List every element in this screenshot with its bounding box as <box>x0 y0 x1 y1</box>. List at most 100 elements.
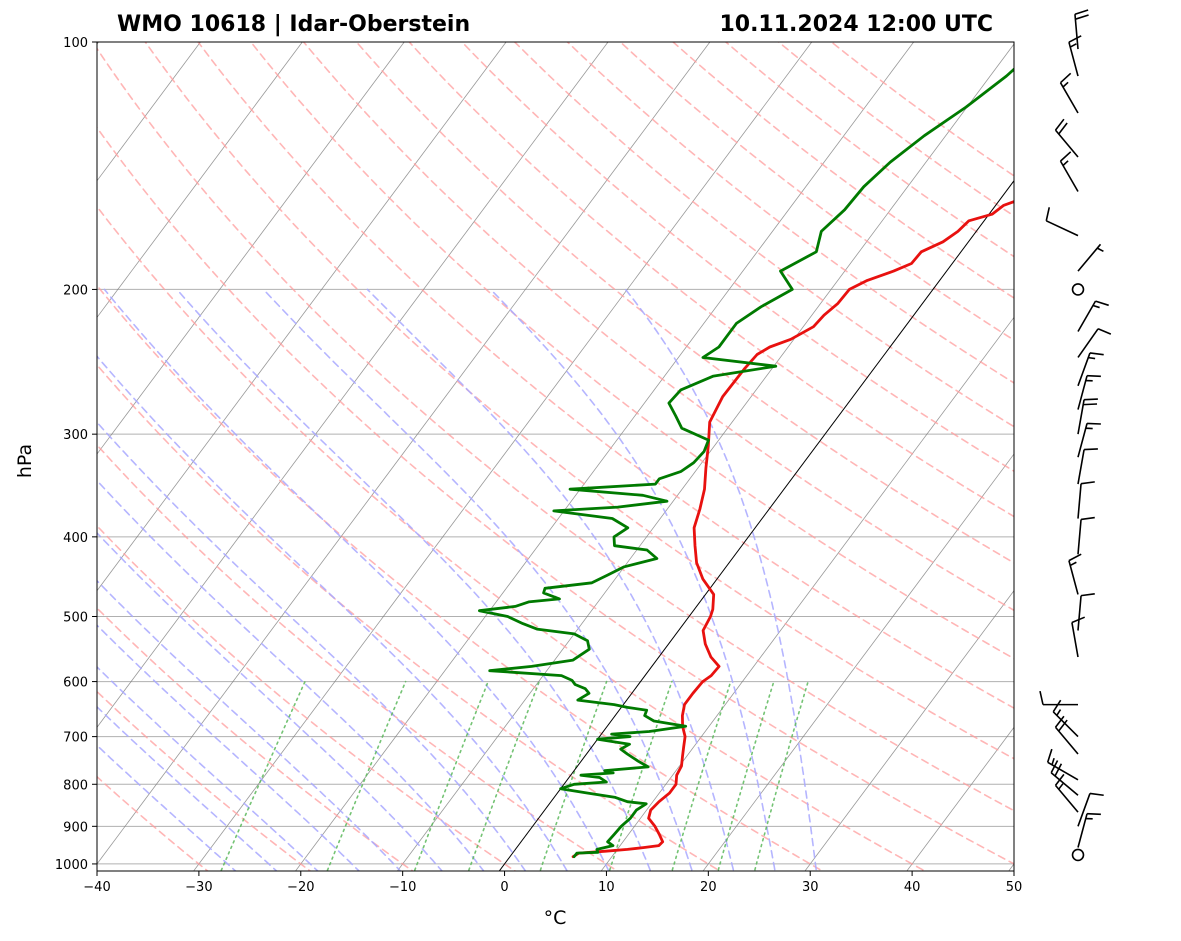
wind-barb-flag <box>1087 812 1101 816</box>
wind-barb-shaft <box>1068 560 1079 595</box>
isotherm-line <box>295 42 914 871</box>
wind-barb <box>1059 72 1079 114</box>
wind-barb-flag <box>1089 792 1104 797</box>
moist-adiabat-line <box>97 705 278 871</box>
y-axis-label: hPa <box>14 444 36 478</box>
wind-barb-flag <box>1054 763 1063 777</box>
wind-barb-shaft <box>1059 82 1079 114</box>
wind-barb-shaft <box>1071 622 1079 658</box>
wind-barb-shaft <box>1077 595 1082 631</box>
wind-barb-flag <box>1046 748 1053 763</box>
moist-adiabat-line <box>366 288 735 871</box>
dry-adiabat-line <box>197 42 1014 710</box>
wind-barb-shaft <box>1077 519 1082 555</box>
wind-barb-halfflag <box>1092 304 1100 309</box>
wind-barb-halfflag <box>1069 43 1077 48</box>
wind-barb-shaft <box>1077 423 1088 458</box>
x-tick-label: −20 <box>287 880 314 895</box>
moist-adiabat-line <box>97 624 361 871</box>
dry-adiabat-line <box>566 42 1014 384</box>
isotherm-line <box>97 42 507 592</box>
wind-barb-flag <box>1097 328 1112 335</box>
isotherm-line <box>97 42 303 319</box>
wind-barb <box>1068 35 1082 77</box>
moist-adiabat-line <box>176 288 652 871</box>
isotherm-line <box>97 42 711 865</box>
wind-barb <box>1045 207 1079 237</box>
wind-barb-shaft <box>1068 42 1079 77</box>
y-tick-label: 800 <box>63 778 88 793</box>
x-tick-label: 30 <box>802 880 819 895</box>
wind-barb <box>1077 448 1098 485</box>
y-tick-label: 100 <box>63 36 88 51</box>
moist-adiabat-line <box>262 288 693 871</box>
x-tick-label: −30 <box>185 880 212 895</box>
wind-barb-shaft <box>1077 352 1091 387</box>
x-tick-label: −10 <box>389 880 416 895</box>
wind-barb-flag <box>1054 715 1065 728</box>
moist-adiabat-line <box>97 665 319 871</box>
isotherm-line <box>906 726 1014 871</box>
wind-barb <box>1077 792 1104 827</box>
moist-adiabat-line <box>624 288 818 871</box>
wind-barb-flag <box>1089 352 1104 356</box>
mixing-ratio-line <box>413 680 489 871</box>
isotherm-line <box>396 43 1014 871</box>
chart-title-station: WMO 10618 | Idar-Oberstein <box>117 12 470 37</box>
wind-barb <box>1039 690 1078 706</box>
wind-barb-halfflag <box>1058 783 1064 790</box>
isotherm-line <box>97 42 405 455</box>
y-tick-label: 400 <box>63 531 88 546</box>
wind-barb <box>1077 398 1098 435</box>
mixing-ratio-line <box>326 680 407 871</box>
x-tick-label: 10 <box>598 880 615 895</box>
wind-barb-shaft <box>1054 726 1079 755</box>
x-tick-label: 20 <box>700 880 717 895</box>
wind-barb <box>1068 553 1082 595</box>
dry-adiabat-line <box>97 524 517 871</box>
wind-barb-flag <box>1084 448 1098 451</box>
wind-barb <box>1077 516 1095 555</box>
dry-adiabat-line <box>461 42 1014 473</box>
wind-barb-flag <box>1083 403 1098 406</box>
moist-adiabat-line <box>489 288 776 871</box>
mixing-ratio-line <box>717 680 775 871</box>
isotherm-line <box>702 453 1014 871</box>
y-tick-label: 200 <box>63 283 88 298</box>
moist-adiabat-line <box>97 579 402 871</box>
wind-barb <box>1077 300 1109 332</box>
dewpoint-profile <box>478 67 1014 859</box>
wind-barb-shaft <box>1077 813 1088 848</box>
grid-layer <box>97 42 1014 871</box>
mixing-ratio-line <box>220 680 306 871</box>
wind-barb-halfflag <box>1096 247 1104 253</box>
wind-barb <box>1077 243 1104 272</box>
data-layer <box>478 67 1014 859</box>
y-tick-label: 700 <box>63 731 88 746</box>
wind-barb-flag <box>1052 699 1062 713</box>
wind-barb-flag <box>1058 122 1068 135</box>
wind-barb <box>1077 352 1104 387</box>
dry-adiabat-line <box>97 126 1014 865</box>
wind-barb-flag <box>1075 14 1089 20</box>
wind-barb-calm-circle <box>1071 283 1085 296</box>
wind-barb-calm <box>1071 848 1085 862</box>
wind-barb-shaft <box>1077 328 1099 358</box>
y-tick-label: 300 <box>63 428 88 443</box>
wind-barb-flag <box>1080 481 1095 485</box>
y-tick-label: 600 <box>63 676 88 691</box>
temperature-profile <box>571 200 1014 859</box>
wind-barb-calm-circle <box>1071 848 1085 862</box>
wind-barb-flag <box>1080 593 1095 597</box>
wind-barb-flag <box>1068 35 1082 43</box>
wind-barb-flag <box>1058 719 1068 732</box>
wind-barb-flag <box>1059 72 1072 84</box>
mixing-ratio-line <box>467 680 540 871</box>
moist-adiabat-line <box>97 479 485 871</box>
dry-adiabat-line <box>97 363 722 871</box>
wind-barb-shaft <box>1077 793 1091 827</box>
wind-barb-shaft <box>1077 399 1085 435</box>
y-tick-label: 500 <box>63 611 88 626</box>
y-tick-label: 900 <box>63 820 88 835</box>
